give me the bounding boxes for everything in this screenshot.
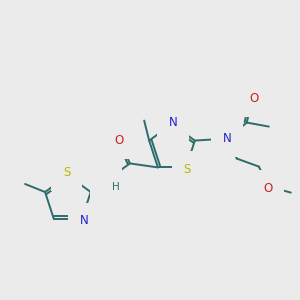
Text: H: H: [112, 182, 120, 192]
Text: N: N: [169, 116, 177, 130]
Text: O: O: [249, 92, 259, 105]
Text: S: S: [63, 166, 70, 179]
Text: S: S: [183, 163, 191, 176]
Text: O: O: [114, 134, 124, 147]
Text: N: N: [101, 174, 110, 187]
Text: N: N: [80, 214, 88, 227]
Text: O: O: [263, 182, 272, 195]
Text: N: N: [223, 132, 231, 145]
